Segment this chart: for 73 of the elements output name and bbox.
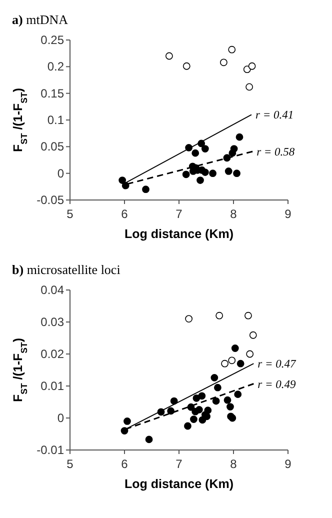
x-axis-title: Log distance (Km): [124, 477, 234, 491]
y-tick-label: 0.25: [40, 33, 64, 47]
annotation: r = 0.49: [258, 378, 296, 391]
point: [214, 384, 222, 392]
point: [145, 436, 153, 444]
point: [236, 360, 244, 368]
annotation: r = 0.58: [256, 146, 295, 158]
x-tick-label: 7: [176, 207, 183, 221]
x-tick-label: 7: [176, 457, 183, 471]
point: [228, 356, 236, 364]
x-tick-label: 9: [284, 457, 292, 471]
chart-title: a) mtDNA: [12, 12, 69, 27]
annotation: r = 0.41: [255, 110, 294, 122]
annotation: r = 0.47: [258, 358, 298, 371]
point: [120, 427, 128, 434]
x-tick-label: 8: [230, 207, 238, 221]
point: [201, 168, 209, 176]
point: [204, 406, 212, 414]
point: [196, 176, 204, 184]
point: [246, 83, 254, 91]
point: [209, 170, 216, 178]
y-tick-label: 0: [57, 411, 64, 425]
point: [231, 344, 239, 352]
x-tick-label: 9: [284, 207, 292, 221]
point: [224, 396, 232, 404]
point: [246, 350, 254, 358]
y-tick-label: -0.01: [36, 443, 64, 457]
y-tick-label: 0.2: [47, 60, 64, 74]
point: [184, 422, 192, 430]
point: [226, 403, 234, 410]
y-tick-label: 0.15: [40, 86, 64, 100]
point: [249, 331, 257, 339]
point: [192, 149, 200, 157]
point: [244, 312, 252, 320]
point: [233, 170, 240, 178]
point: [165, 52, 173, 60]
y-tick-label: 0.04: [40, 283, 64, 297]
point: [228, 46, 236, 54]
point: [216, 312, 224, 320]
y-tick-label: 0.05: [40, 140, 64, 154]
point: [248, 62, 256, 70]
point: [198, 392, 206, 400]
point: [182, 62, 190, 70]
point: [167, 407, 175, 415]
x-tick-label: 6: [121, 207, 128, 221]
x-axis-title: Log distance (Km): [124, 227, 234, 241]
y-tick-label: 0.01: [40, 379, 64, 393]
point: [201, 145, 209, 152]
chart-title: b) microsatellite loci: [12, 262, 121, 277]
y-tick-label: 0: [57, 166, 64, 180]
point: [230, 145, 238, 152]
y-tick-label: 0.02: [40, 347, 64, 361]
point: [182, 170, 190, 178]
point: [124, 418, 131, 425]
y-tick-label: 0.1: [47, 113, 64, 127]
point: [185, 315, 193, 322]
x-tick-label: 8: [230, 457, 238, 471]
point: [195, 406, 203, 414]
point: [212, 397, 220, 405]
point: [142, 186, 150, 194]
x-tick-label: 5: [66, 457, 74, 471]
y-tick-label: 0.03: [40, 315, 64, 329]
x-tick-label: 6: [121, 457, 128, 471]
y-tick-label: -0.05: [36, 193, 64, 207]
point: [118, 176, 126, 184]
x-tick-label: 5: [66, 207, 74, 221]
point: [234, 390, 242, 398]
point: [236, 133, 244, 141]
point: [221, 360, 228, 368]
point: [190, 416, 198, 423]
point: [224, 168, 232, 175]
point: [220, 58, 228, 66]
point: [210, 374, 218, 382]
